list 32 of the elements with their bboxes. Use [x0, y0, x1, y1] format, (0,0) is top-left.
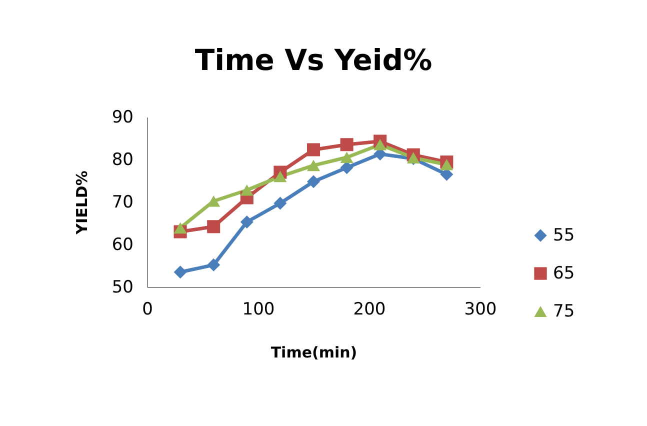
point — [240, 215, 254, 228]
x-tick-label: 0 — [142, 300, 153, 320]
point — [440, 158, 454, 170]
y-tick-label: 80 — [112, 150, 134, 170]
point — [306, 143, 320, 156]
x-tick-label: 200 — [353, 300, 386, 320]
point — [274, 196, 287, 210]
point — [207, 220, 220, 234]
point — [174, 266, 187, 279]
point — [207, 196, 220, 207]
point — [306, 160, 320, 172]
point — [274, 170, 287, 182]
point — [207, 258, 220, 272]
y-axis-title: YIELD% — [72, 170, 91, 236]
point — [306, 175, 320, 188]
chart-title: Time Vs Yeid% — [194, 43, 432, 77]
y-tick-label: 60 — [112, 235, 134, 255]
y-tick-label: 50 — [112, 278, 134, 298]
point — [174, 222, 187, 234]
legend-label: 55 — [553, 226, 575, 246]
y-tick-label: 90 — [112, 108, 134, 128]
point — [340, 152, 354, 164]
legend-label: 65 — [553, 264, 575, 284]
point — [340, 161, 354, 174]
x-tick-label: 100 — [242, 300, 275, 320]
x-tick-label: 300 — [464, 300, 497, 320]
point — [374, 138, 387, 150]
point — [240, 184, 254, 196]
legend-label: 75 — [553, 302, 575, 322]
x-axis-title: Time(min) — [270, 344, 358, 362]
point — [340, 138, 354, 152]
y-tick-label: 70 — [112, 192, 134, 212]
